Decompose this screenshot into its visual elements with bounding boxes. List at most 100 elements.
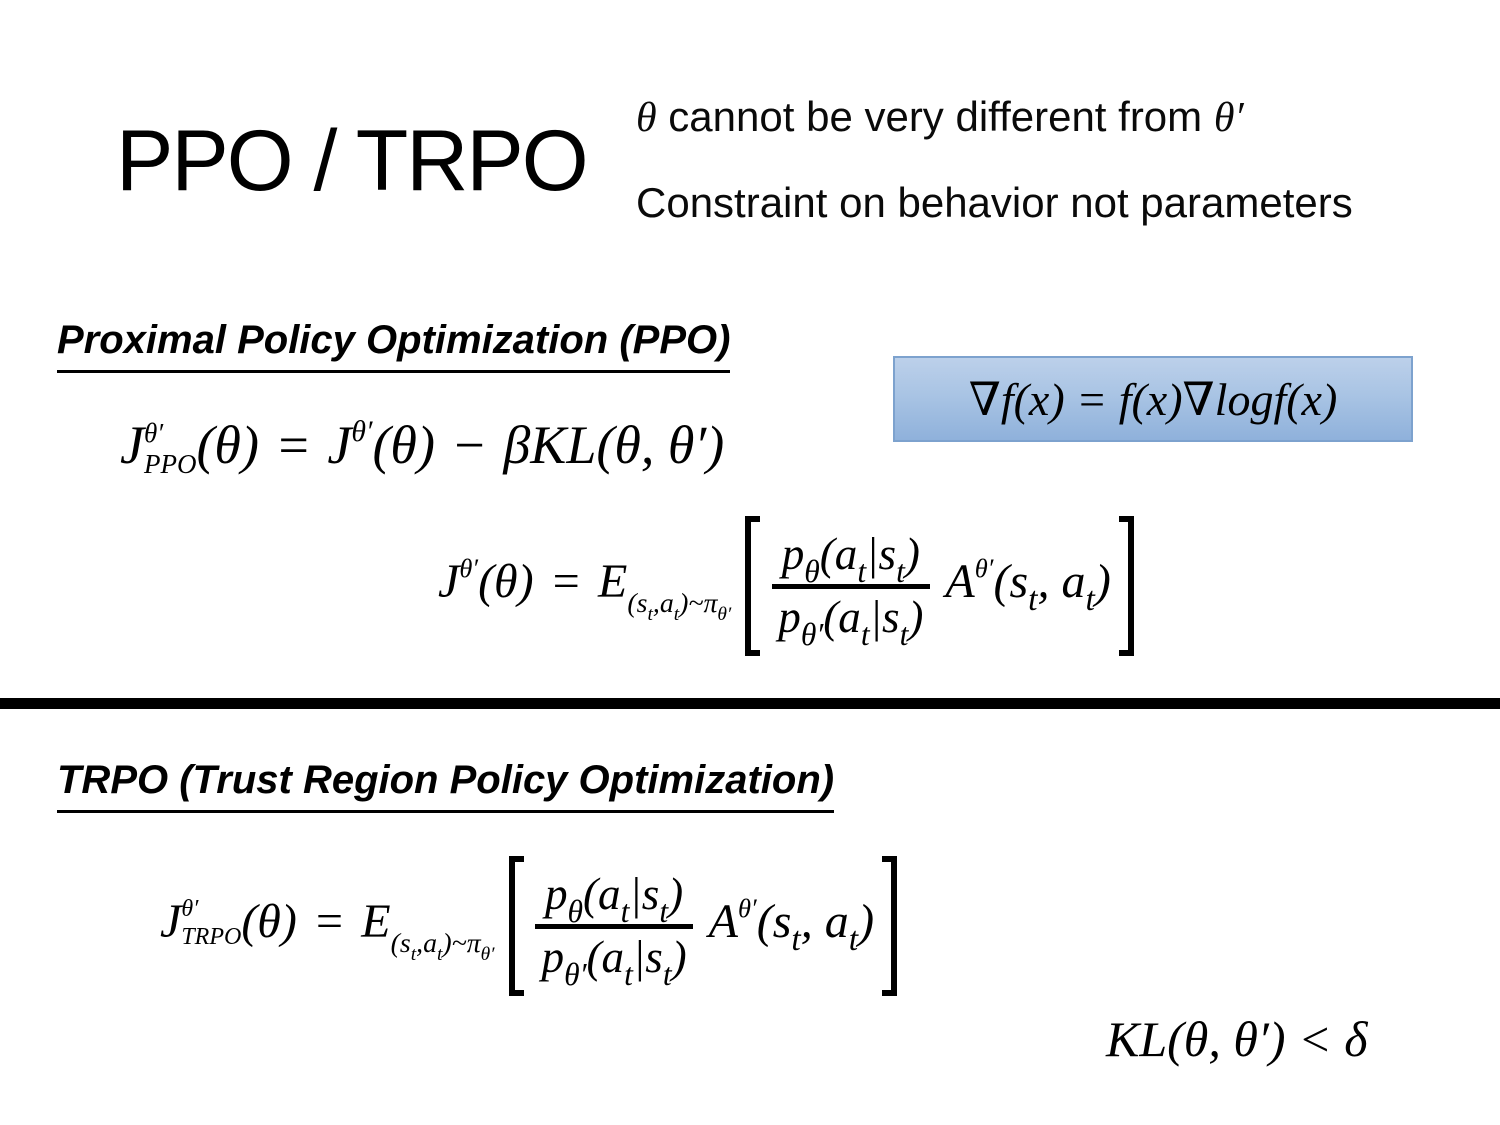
math-text: (s — [993, 555, 1029, 609]
sub-text: (s — [627, 588, 648, 620]
theta-subscript: θ — [567, 893, 584, 929]
j-supsub-stack: θ′ PPO — [144, 418, 196, 480]
equals-sign: = — [312, 895, 346, 949]
ratio-denominator: pθ′(at|st) — [532, 929, 697, 989]
p-symbol: p — [781, 528, 805, 579]
math-text: (a — [583, 868, 621, 919]
math-text: |s — [629, 868, 660, 919]
advantage-term: Aθ′(st, at) — [708, 893, 875, 957]
time-subscript: t — [791, 921, 801, 959]
theta-prime-superscript: θ′ — [459, 553, 479, 584]
advantage-symbol: A — [708, 895, 738, 949]
expectation-symbol: E — [598, 555, 628, 609]
theta-prime-superscript: θ′ — [181, 896, 199, 923]
math-text: (a — [819, 528, 858, 579]
time-subscript: t — [1028, 581, 1038, 619]
left-bracket — [745, 516, 761, 656]
right-bracket — [1118, 516, 1134, 656]
time-subscript: t — [848, 921, 859, 959]
time-subscript: t — [662, 956, 672, 992]
time-subscript: t — [647, 604, 653, 626]
theta-prime-subscript: θ′ — [800, 616, 824, 652]
j-symbol: J — [160, 895, 182, 949]
theta-symbol: θ — [636, 95, 657, 141]
right-bracket — [882, 856, 898, 996]
probability-ratio-fraction: pθ(at|st) pθ′(at|st) — [532, 868, 697, 990]
math-text: |s — [866, 528, 897, 579]
note-line-2: Constraint on behavior not parameters — [636, 179, 1353, 226]
theta-prime-superscript: θ′ — [974, 553, 994, 584]
time-subscript: t — [1085, 581, 1095, 619]
time-subscript: t — [410, 944, 417, 966]
math-text: ) — [668, 868, 684, 919]
j-symbol: J — [120, 415, 144, 475]
sub-text: )~π — [442, 928, 481, 960]
trpo-section-heading: TRPO (Trust Region Policy Optimization) — [57, 756, 835, 813]
equals-sign: = — [549, 555, 582, 609]
time-subscript: t — [624, 956, 633, 992]
advantage-term: Aθ′(st, at) — [945, 553, 1111, 617]
ppo-section-heading: Proximal Policy Optimization (PPO) — [57, 316, 731, 373]
p-symbol: p — [778, 592, 801, 642]
advantage-symbol: A — [945, 555, 975, 609]
theta-argument: (θ) — [478, 555, 534, 609]
theta-prime-subscript: θ′ — [564, 956, 587, 992]
note-line-1-text: cannot be very different from — [656, 93, 1214, 140]
trpo-subscript: TRPO — [181, 924, 242, 950]
ratio-numerator: pθ(at|st) — [534, 868, 694, 929]
time-subscript: t — [436, 944, 443, 966]
equals-sign: = — [274, 415, 312, 475]
minus-sign: − — [450, 415, 488, 475]
expectation-symbol: E — [361, 895, 391, 949]
math-text: ) — [908, 592, 924, 642]
ppo-surrogate-formula: Jθ′(θ) = E(st,at)~πθ′ pθ(at|st) pθ′(at|st) Aθ… — [438, 516, 1134, 656]
beta-kl-penalty: βKL(θ, θ′) — [503, 415, 725, 475]
ppo-subscript: PPO — [143, 448, 197, 479]
kl-constraint-formula: KL(θ, θ′) < δ — [1106, 1011, 1368, 1067]
theta-prime-superscript: θ′ — [351, 415, 373, 448]
time-subscript: t — [857, 553, 867, 589]
ratio-numerator: pθ(at|st) — [771, 528, 930, 589]
math-text: , a — [800, 895, 849, 949]
expectation-subscript: (st,at)~πθ′ — [627, 588, 731, 624]
math-text: ) — [904, 528, 920, 579]
probability-ratio-fraction: pθ(at|st) pθ′(at|st) — [768, 528, 933, 650]
math-text: (a — [823, 592, 861, 642]
section-divider — [0, 698, 1500, 709]
math-text: |s — [632, 932, 663, 982]
j-symbol: J — [438, 555, 460, 609]
math-text: ) — [1094, 555, 1111, 609]
p-symbol: p — [541, 932, 565, 982]
pi-subscript: θ′ — [717, 604, 732, 626]
gradient-identity-box: ∇f(x) = f(x)∇logf(x) — [893, 356, 1413, 442]
p-symbol: p — [544, 868, 568, 919]
sub-text: ,a — [652, 588, 674, 620]
time-subscript: t — [673, 604, 680, 626]
expectation-subscript: (st,at)~πθ′ — [391, 928, 495, 964]
math-text: ) — [858, 895, 875, 949]
pi-subscript: θ′ — [480, 944, 495, 966]
theta-prime-superscript: θ′ — [737, 893, 757, 924]
theta-subscript: θ — [804, 553, 820, 589]
theta-argument: (θ) — [241, 895, 297, 949]
math-text: (a — [586, 932, 625, 982]
j-supsub-stack: θ′ TRPO — [181, 896, 241, 951]
sub-text: ,a — [416, 928, 437, 960]
math-text: , a — [1037, 555, 1086, 609]
gradient-identity-formula: ∇f(x) = f(x)∇logf(x) — [968, 374, 1338, 425]
theta-prime-superscript: θ′ — [143, 417, 164, 448]
time-subscript: t — [659, 893, 669, 929]
theta-argument: (θ) — [196, 415, 259, 475]
math-text: (s — [756, 895, 792, 949]
slide-title: PPO / TRPO — [116, 113, 589, 209]
sub-text: )~π — [679, 588, 718, 620]
time-subscript: t — [620, 893, 630, 929]
theta-prime-symbol: θ′ — [1213, 95, 1244, 141]
time-subscript: t — [899, 616, 909, 652]
math-text: ) — [671, 932, 687, 982]
left-bracket — [508, 856, 524, 996]
math-text: |s — [869, 592, 900, 642]
